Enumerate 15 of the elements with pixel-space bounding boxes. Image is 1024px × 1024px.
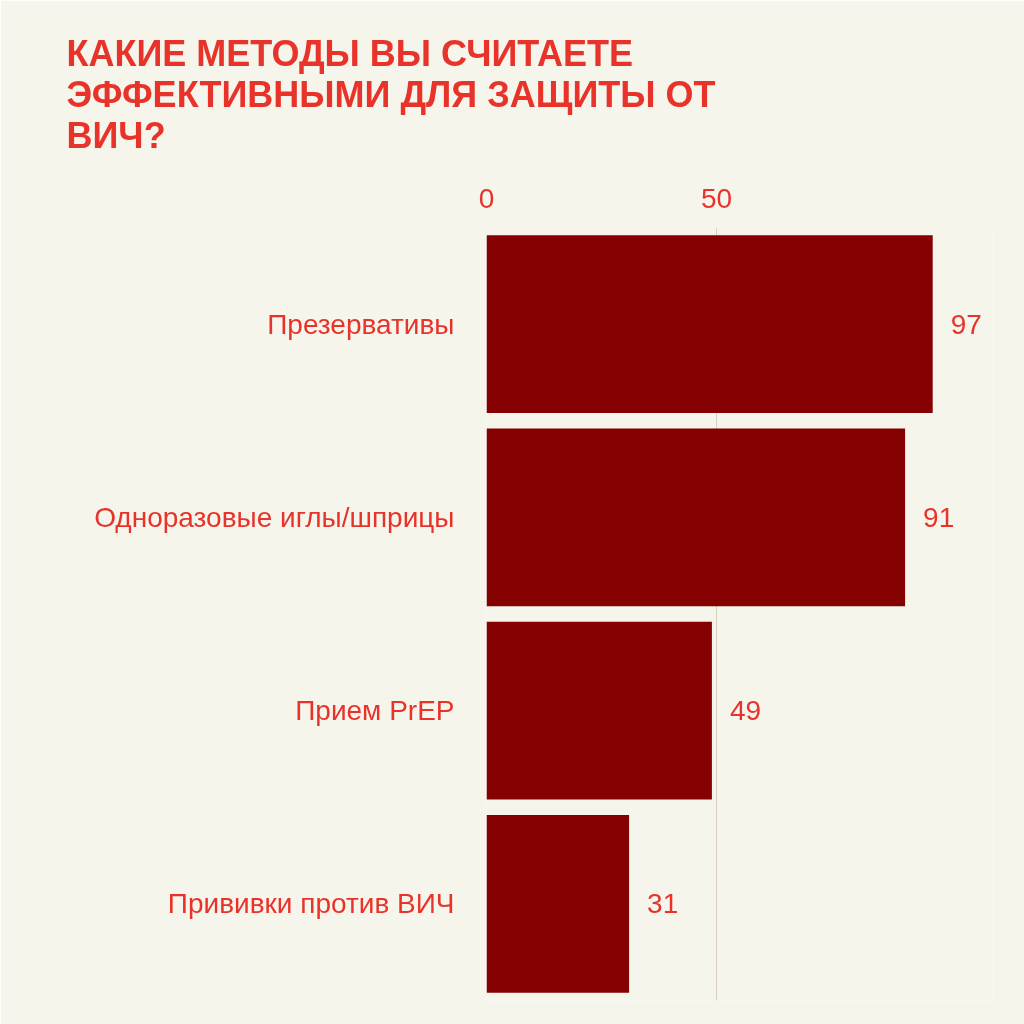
chart-title: КАКИЕ МЕТОДЫ ВЫ СЧИТАЕТЕ ЭФФЕКТИВНЫМИ ДЛЯ ЗАЩИТЫ ОТ ВИЧ? (66, 32, 716, 156)
bar (486, 235, 933, 414)
bar (486, 428, 906, 607)
bar (486, 814, 630, 993)
y-tick-label: Прием PrEP (295, 695, 455, 727)
y-tick-label: Одноразовые иглы/шприцы (94, 501, 455, 533)
bar (486, 621, 712, 800)
y-tick-label: Презервативы (267, 308, 455, 340)
data-label: 97 (950, 308, 982, 340)
y-tick-label: Прививки против ВИЧ (167, 888, 455, 920)
data-label: 91 (923, 501, 955, 533)
x-tick-label: 0 (478, 182, 495, 214)
x-tick-label: 50 (700, 182, 733, 214)
data-label: 49 (729, 695, 762, 727)
data-label: 31 (647, 888, 679, 920)
